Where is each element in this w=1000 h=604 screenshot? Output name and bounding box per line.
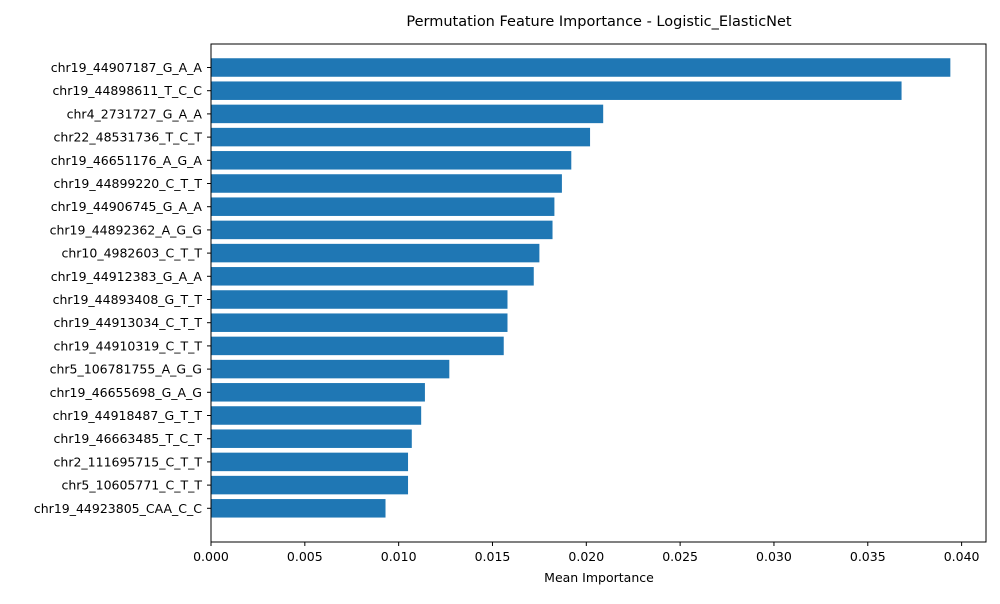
- y-tick-label: chr4_2731727_G_A_A: [67, 106, 203, 121]
- bar: [211, 174, 562, 193]
- bar: [211, 313, 508, 332]
- bar: [211, 267, 534, 286]
- bar: [211, 383, 425, 402]
- bar: [211, 290, 508, 309]
- y-tick-label: chr19_46663485_T_C_T: [54, 431, 203, 446]
- x-tick-label: 0.030: [756, 549, 792, 564]
- y-tick-label: chr19_44913034_C_T_T: [54, 315, 203, 330]
- y-tick-label: chr19_46655698_G_A_G: [50, 385, 202, 400]
- y-axis-ticks: chr19_44907187_G_A_A chr19_44898611_T_C_C…: [34, 60, 211, 516]
- y-tick-label: chr19_44912383_G_A_A: [51, 269, 203, 284]
- y-tick-label: chr10_4982603_C_T_T: [61, 246, 202, 261]
- y-tick-label: chr19_44893408_G_T_T: [53, 292, 203, 307]
- bars-group: [211, 58, 951, 518]
- y-tick-label: chr19_46651176_A_G_A: [51, 153, 203, 168]
- y-tick-label: chr19_44899220_C_T_T: [54, 176, 203, 191]
- y-tick-label: chr19_44898611_T_C_C: [52, 83, 202, 98]
- y-tick-label: chr2_111695715_C_T_T: [54, 454, 203, 469]
- bar: [211, 81, 902, 100]
- y-tick-label: chr5_10605771_C_T_T: [61, 478, 202, 493]
- bar: [211, 104, 604, 124]
- y-tick-label: chr19_44907187_G_A_A: [51, 60, 203, 75]
- x-tick-label: 0.000: [193, 549, 229, 564]
- bar: [211, 58, 951, 77]
- y-tick-label: chr19_44906745_G_A_A: [51, 199, 203, 214]
- bar: [211, 197, 555, 216]
- bar: [211, 151, 572, 170]
- x-tick-label: 0.005: [287, 549, 323, 564]
- bar: [211, 475, 409, 495]
- chart-title: Permutation Feature Importance - Logisti…: [406, 14, 792, 30]
- y-tick-label: chr19_44923805_CAA_C_C: [34, 501, 202, 516]
- x-tick-label: 0.020: [568, 549, 604, 564]
- x-axis-label: Mean Importance: [544, 570, 654, 585]
- x-tick-label: 0.040: [944, 549, 980, 564]
- x-tick-label: 0.025: [662, 549, 698, 564]
- bar: [211, 220, 553, 240]
- y-tick-label: chr19_44918487_G_T_T: [53, 408, 203, 423]
- x-axis-ticks: 0.000 0.005 0.010 0.015 0.020 0.025 0.030 0.035…: [193, 542, 980, 564]
- y-tick-label: chr22_48531736_T_C_T: [54, 130, 203, 145]
- y-tick-label: chr19_44910319_C_T_T: [54, 338, 203, 353]
- bar: [211, 452, 409, 472]
- y-tick-label: chr19_44892362_A_G_G: [50, 222, 202, 237]
- bar: [211, 243, 540, 263]
- bar: [211, 127, 591, 147]
- bar: [211, 429, 412, 448]
- bar: [211, 406, 422, 425]
- plot-frame: [210, 43, 987, 543]
- x-tick-label: 0.010: [381, 549, 417, 564]
- x-tick-label: 0.015: [475, 549, 511, 564]
- bar: [211, 499, 386, 518]
- x-tick-label: 0.035: [850, 549, 886, 564]
- bar: [211, 336, 504, 356]
- bar: [211, 359, 450, 379]
- y-tick-label: chr5_106781755_A_G_G: [50, 362, 202, 377]
